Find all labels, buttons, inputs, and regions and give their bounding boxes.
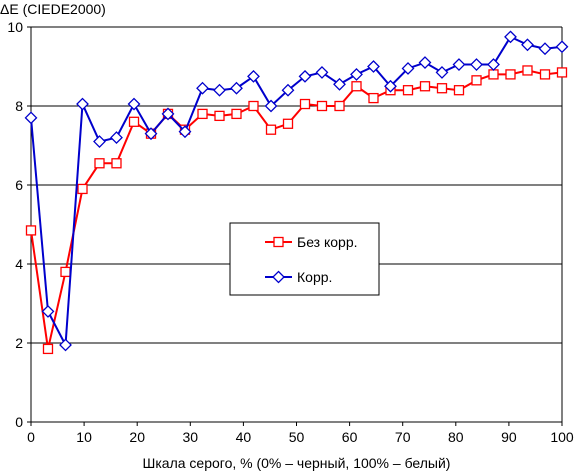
x-tick-label: 60 [342, 429, 358, 445]
data-point [333, 77, 346, 91]
y-tick-label: 6 [15, 177, 23, 193]
data-point [488, 69, 499, 80]
data-point [334, 100, 345, 112]
data-point [25, 225, 37, 236]
x-tick-label: 10 [76, 429, 92, 445]
series-2 [24, 30, 569, 352]
x-tick-label: 100 [550, 429, 574, 445]
data-point [94, 158, 105, 169]
data-point [76, 97, 89, 111]
y-tick-label: 2 [15, 335, 23, 351]
data-point [384, 79, 397, 93]
data-point [316, 100, 328, 112]
data-point [282, 118, 294, 129]
x-tick-label: 0 [27, 429, 35, 445]
x-tick-label: 30 [183, 429, 199, 445]
x-tick-label: 80 [448, 429, 464, 445]
legend-label: Корр. [297, 269, 332, 285]
series-line [30, 35, 563, 349]
y-tick-label: 10 [7, 19, 23, 35]
data-point [264, 99, 278, 113]
data-point [230, 81, 243, 95]
data-point [470, 58, 483, 71]
data-point [402, 85, 414, 96]
data-point [505, 69, 516, 80]
data-point [504, 30, 517, 44]
y-tick-label: 0 [15, 414, 23, 430]
x-tick-label: 90 [501, 429, 517, 445]
data-point [452, 58, 466, 71]
data-point [213, 83, 226, 97]
data-point [110, 131, 123, 145]
data-point [556, 67, 568, 78]
x-tick-label: 70 [395, 429, 411, 445]
data-point [419, 81, 431, 92]
x-tick-label: 20 [129, 429, 145, 445]
data-point [248, 100, 259, 112]
data-point [351, 81, 362, 92]
data-point [59, 338, 72, 352]
data-point [231, 108, 242, 120]
data-point [281, 83, 295, 97]
legend-marker [273, 236, 284, 248]
data-point [435, 66, 449, 79]
data-point [214, 110, 225, 122]
data-point [60, 266, 71, 278]
data-point [368, 92, 379, 104]
legend-marker [272, 270, 285, 284]
data-point [128, 116, 140, 127]
data-point [197, 108, 208, 120]
y-axis-title: ΔE (CIEDE2000) [0, 1, 106, 17]
data-point [471, 75, 482, 86]
data-point [367, 60, 380, 73]
data-point [521, 38, 534, 52]
data-point [539, 69, 551, 80]
y-tick-label: 8 [15, 98, 23, 114]
series-line [30, 69, 563, 350]
data-point [24, 111, 38, 125]
data-point [453, 85, 465, 96]
legend-label: Без корр. [297, 234, 358, 250]
data-point [487, 58, 500, 71]
data-point [436, 83, 448, 94]
data-point [555, 40, 569, 54]
data-point [315, 66, 329, 79]
data-point [299, 98, 311, 110]
data-point [42, 343, 54, 355]
data-point [418, 56, 432, 69]
legend: Без корр. Корр. [229, 222, 380, 296]
data-point [265, 124, 277, 135]
data-point [538, 42, 552, 56]
data-point [522, 65, 533, 76]
x-tick-label: 40 [236, 429, 252, 445]
data-point [298, 69, 312, 83]
data-point [41, 304, 55, 318]
data-point [144, 127, 158, 141]
series-1 [25, 65, 568, 355]
x-axis-title: Шкала серого, % (0% – черный, 100% – бел… [143, 455, 451, 471]
data-point [247, 69, 260, 83]
data-point [111, 158, 122, 169]
legend-box [229, 222, 380, 296]
data-point [161, 107, 175, 121]
data-point [196, 81, 209, 95]
y-tick-label: 4 [15, 256, 23, 272]
data-point [350, 67, 363, 81]
x-tick-label: 50 [289, 429, 305, 445]
data-point [178, 125, 192, 139]
data-point [127, 97, 141, 111]
data-point [93, 135, 106, 148]
data-point [77, 183, 88, 195]
data-point [401, 62, 415, 75]
